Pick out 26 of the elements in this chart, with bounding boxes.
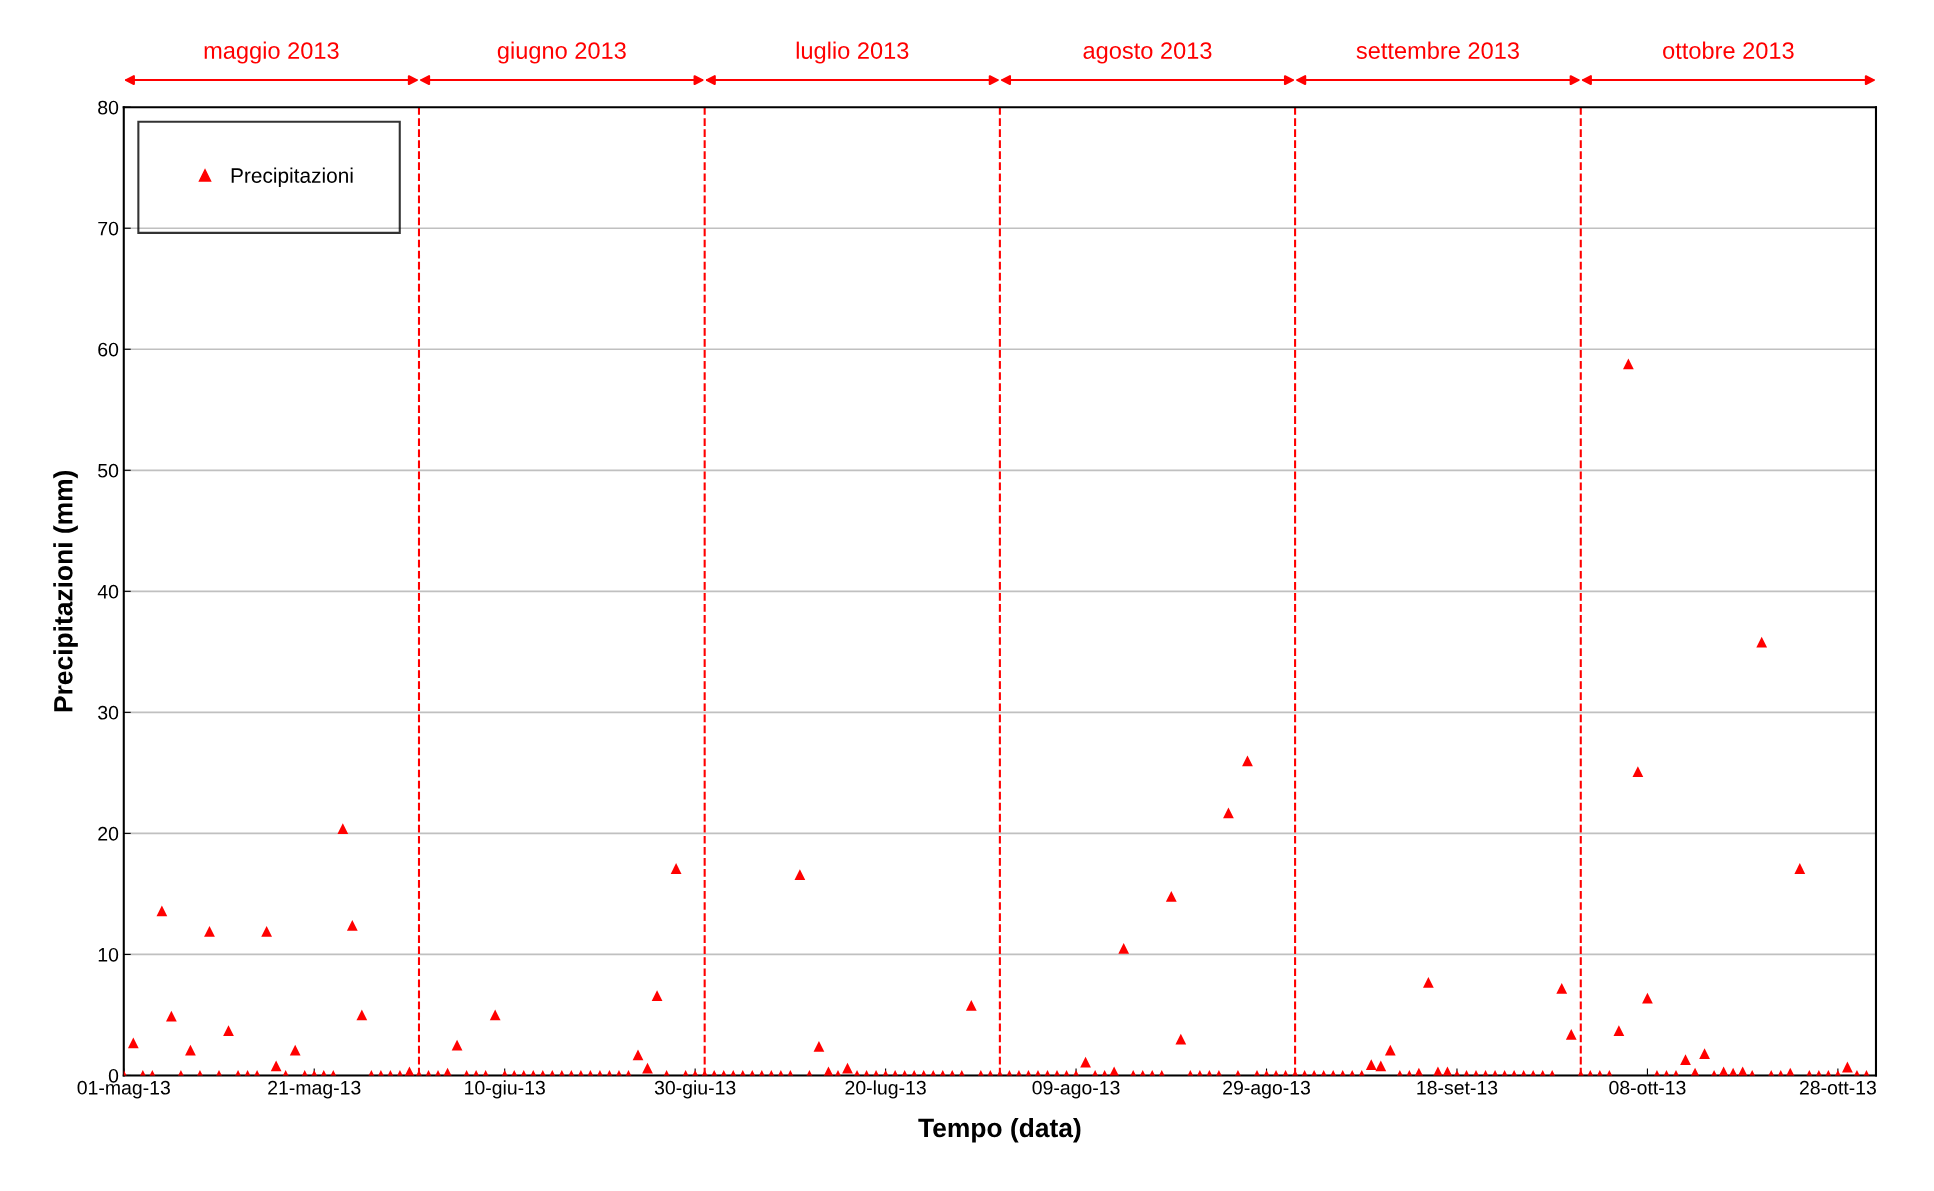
x-tick-label: 20-lug-13	[845, 1080, 926, 1099]
text: luglio 2013	[796, 41, 909, 64]
x-tick-label: 18-set-13	[1417, 1080, 1498, 1095]
y-tick-label: 30	[98, 705, 119, 720]
legend-label: Precipitazioni	[231, 167, 353, 188]
x-tick-label: 08-ott-13	[1609, 1080, 1686, 1095]
y-tick-label: 20	[98, 826, 119, 841]
y-tick-label: 50	[98, 463, 119, 478]
x-axis-title: Tempo (data)	[918, 1117, 1081, 1143]
x-tick-label: 21-mag-13	[268, 1080, 361, 1099]
y-tick-label: 10	[98, 947, 119, 962]
text: agosto 2013	[1083, 42, 1212, 64]
x-tick-label: 10-giu-13	[465, 1080, 545, 1099]
text: settembre 2013	[1356, 41, 1519, 59]
x-tick-label: 28-ott-13	[1799, 1080, 1876, 1095]
y-tick-label: 70	[98, 221, 119, 236]
text: giugno 2013	[497, 41, 626, 64]
x-tick-label: 29-ago-13	[1223, 1080, 1310, 1099]
y-axis-title: Precipitazioni (mm)	[53, 470, 78, 712]
text: ottobre 2013	[1663, 41, 1794, 59]
text: maggio 2013	[204, 41, 339, 64]
y-tick-label: 60	[98, 342, 119, 357]
y-tick-label: 40	[97, 584, 119, 599]
x-tick-label: 09-ago-13	[1032, 1080, 1120, 1099]
x-tick-label: 30-giu-13	[654, 1080, 736, 1099]
y-tick-label: 80	[98, 100, 119, 115]
